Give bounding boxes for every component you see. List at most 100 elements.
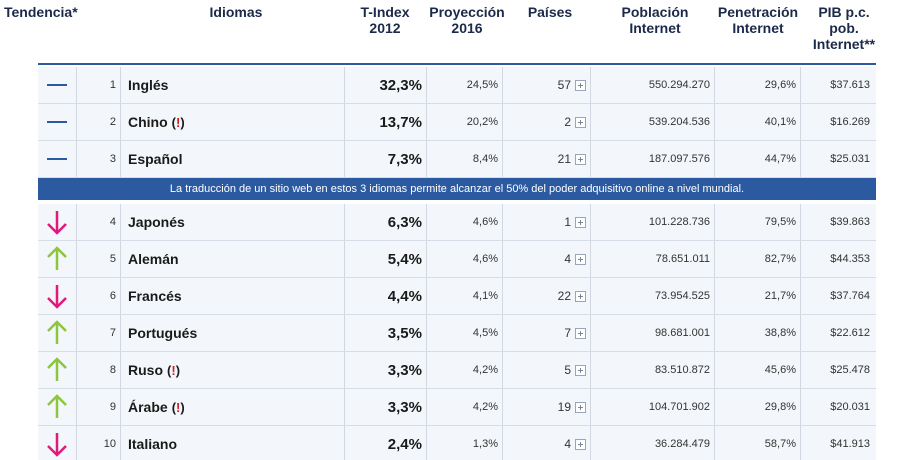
rank-number: 8 [109, 364, 116, 376]
table-row: 4 Japonés 6,3% 4,6% 1 101.228.736 79,5% $39.863 [38, 204, 876, 241]
arrow-down-icon [38, 426, 76, 460]
column-divider [426, 67, 427, 103]
column-divider [800, 278, 801, 314]
language-name: Árabe (!) [128, 389, 185, 425]
tindex-value: 2,4% [387, 435, 422, 453]
projection-value: 4,6% [472, 216, 498, 228]
gdp-value: $25.031 [830, 153, 870, 165]
expand-plus-icon[interactable] [575, 216, 586, 228]
column-divider [800, 67, 801, 103]
expand-plus-icon[interactable] [575, 153, 586, 165]
countries-count: 5 [564, 363, 571, 377]
tindex-value: 3,3% [387, 361, 422, 379]
rank-number: 7 [109, 327, 116, 339]
projection-value: 8,4% [472, 153, 498, 165]
header-idiomas: Idiomas [209, 4, 263, 20]
arrow-up-icon [38, 241, 76, 277]
penetration-value: 29,6% [764, 79, 796, 91]
countries-count: 7 [564, 326, 571, 340]
column-divider [344, 104, 345, 140]
tindex-value: 13,7% [379, 113, 422, 131]
projection-value: 4,2% [472, 401, 498, 413]
rank-number: 2 [109, 116, 116, 128]
column-divider [502, 315, 503, 351]
table-row: 1 Inglés 32,3% 24,5% 57 550.294.270 29,6% $37.6… [38, 67, 876, 104]
column-divider [426, 241, 427, 277]
projection-value: 1,3% [472, 438, 498, 450]
countries-count: 4 [564, 437, 571, 451]
projection-value: 4,6% [472, 253, 498, 265]
warning-flag: (!) [171, 399, 185, 415]
population-value: 98.681.001 [654, 327, 710, 339]
column-divider [714, 315, 715, 351]
language-name: Chino (!) [128, 104, 185, 140]
population-value: 539.204.536 [648, 116, 710, 128]
table-row: 6 Francés 4,4% 4,1% 22 73.954.525 21,7% $37.764 [38, 278, 876, 315]
countries-count: 57 [557, 78, 571, 92]
tindex-value: 6,3% [387, 213, 422, 231]
column-divider [714, 426, 715, 460]
column-divider [426, 352, 427, 388]
header-poblacion: Población Internet [621, 4, 689, 36]
column-divider [344, 141, 345, 177]
warning-flag: (!) [171, 114, 185, 130]
column-divider [344, 204, 345, 240]
gdp-value: $37.613 [830, 79, 870, 91]
expand-plus-icon[interactable] [575, 438, 586, 450]
flat-dash-icon [38, 104, 76, 140]
language-name: Portugués [128, 315, 197, 351]
population-value: 550.294.270 [648, 79, 710, 91]
table-row: 8 Ruso (!) 3,3% 4,2% 5 83.510.872 45,6% $25.478 [38, 352, 876, 389]
tindex-value: 3,3% [387, 398, 422, 416]
expand-plus-icon[interactable] [575, 401, 586, 413]
column-divider [426, 426, 427, 460]
expand-plus-icon[interactable] [575, 116, 586, 128]
header-tendencia: Tendencia* [4, 4, 78, 20]
tindex-value: 5,4% [387, 250, 422, 268]
column-divider [590, 352, 591, 388]
projection-value: 4,2% [472, 364, 498, 376]
countries-cell: 22 [508, 278, 586, 314]
column-divider [120, 241, 121, 277]
expand-plus-icon[interactable] [575, 253, 586, 265]
language-name: Japonés [128, 204, 185, 240]
countries-cell: 57 [508, 67, 586, 103]
countries-cell: 4 [508, 426, 586, 460]
table-row: 9 Árabe (!) 3,3% 4,2% 19 104.701.902 29,8% $20.0… [38, 389, 876, 426]
language-label: Chino [128, 114, 168, 130]
tindex-value: 3,5% [387, 324, 422, 342]
column-divider [714, 352, 715, 388]
table-row: 3 Español 7,3% 8,4% 21 187.097.576 44,7% $25.03… [38, 141, 876, 178]
projection-value: 4,5% [472, 327, 498, 339]
column-divider [344, 241, 345, 277]
expand-plus-icon[interactable] [575, 290, 586, 302]
language-label: Ruso [128, 362, 163, 378]
info-banner: La traducción de un sitio web en estos 3… [38, 178, 876, 204]
column-divider [120, 204, 121, 240]
expand-plus-icon[interactable] [575, 364, 586, 376]
column-divider [590, 315, 591, 351]
column-divider [714, 204, 715, 240]
countries-cell: 7 [508, 315, 586, 351]
column-divider [502, 426, 503, 460]
population-value: 73.954.525 [654, 290, 710, 302]
language-label: Japonés [128, 214, 185, 230]
rank-number: 10 [103, 438, 116, 450]
column-divider [120, 67, 121, 103]
penetration-value: 44,7% [764, 153, 796, 165]
expand-plus-icon[interactable] [575, 79, 586, 91]
population-value: 104.701.902 [648, 401, 710, 413]
column-divider [800, 389, 801, 425]
column-divider [502, 104, 503, 140]
arrow-up-icon [38, 389, 76, 425]
rank-number: 9 [109, 401, 116, 413]
rank-number: 6 [109, 290, 116, 302]
column-divider [590, 67, 591, 103]
column-divider [76, 389, 77, 425]
language-name: Italiano [128, 426, 177, 460]
expand-plus-icon[interactable] [575, 327, 586, 339]
tindex-value: 7,3% [387, 150, 422, 168]
column-divider [76, 67, 77, 103]
column-divider [502, 278, 503, 314]
column-divider [426, 141, 427, 177]
